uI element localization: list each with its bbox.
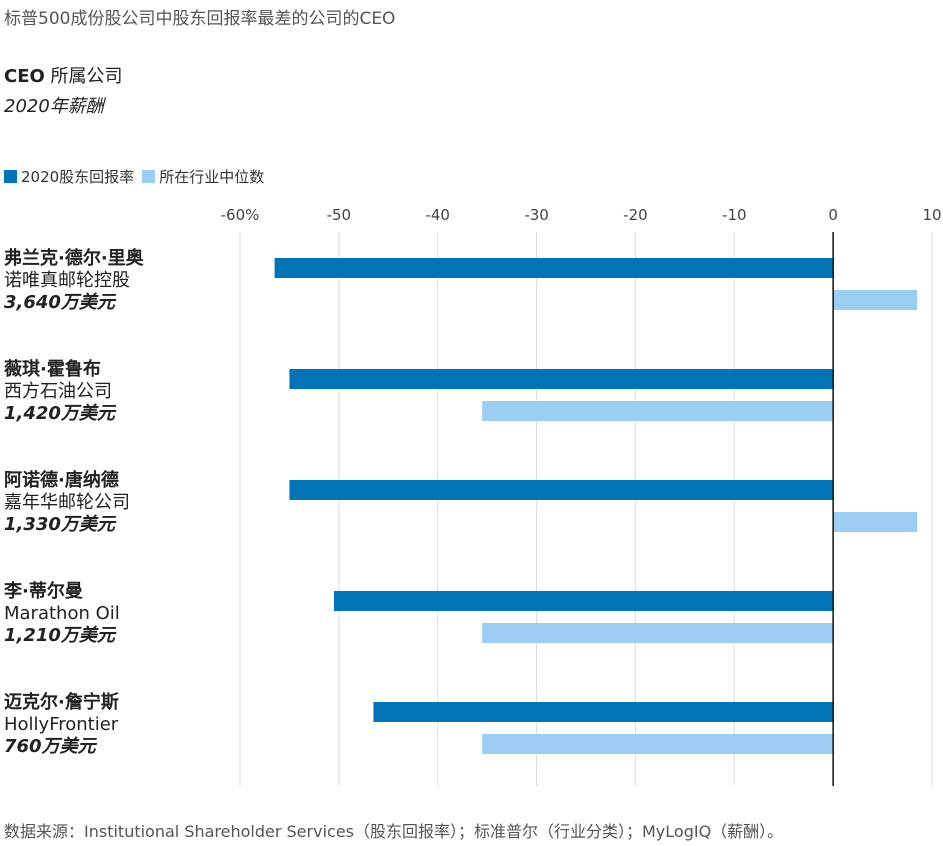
pay-amount: 1,420万美元: [4, 403, 115, 424]
bar-industry-median: [833, 290, 918, 310]
company-name: 诺唯真邮轮控股: [4, 270, 130, 291]
bar-return: [274, 258, 834, 278]
company-name: HollyFrontier: [4, 714, 119, 735]
ceo-name: 弗兰克·德尔·里奥: [4, 248, 144, 269]
bar-industry-median: [482, 734, 834, 754]
x-tick-label: -20: [623, 206, 648, 224]
company-name: 嘉年华邮轮公司: [4, 492, 130, 513]
bar-industry-median: [482, 401, 834, 421]
legend: 2020股东回报率 所在行业中位数: [4, 166, 272, 187]
legend-label-return: 2020股东回报率: [21, 168, 135, 186]
row-label: 薇琪·霍鲁布 西方石油公司 1,420万美元: [4, 359, 115, 425]
ceo-name: 迈克尔·詹宁斯: [4, 692, 119, 713]
subtitle-pay: 2020年薪酬: [4, 96, 104, 117]
legend-swatch-median: [142, 170, 156, 183]
company-name: 西方石油公司: [4, 381, 112, 402]
row-label: 阿诺德·唐纳德 嘉年华邮轮公司 1,330万美元: [4, 470, 130, 536]
row-label: 迈克尔·詹宁斯 HollyFrontier 760万美元: [4, 692, 119, 758]
x-tick-label: -10: [722, 206, 747, 224]
x-tick-label: -50: [327, 206, 352, 224]
subtitle-ceo: CEO: [4, 66, 45, 87]
subtitle-ceo-company: CEO 所属公司: [4, 62, 123, 88]
x-tick-label: -60%: [221, 206, 260, 224]
bar-return: [373, 702, 834, 722]
page-title: 标普500成份股公司中股东回报率最差的公司的CEO: [4, 9, 396, 29]
pay-amount: 1,210万美元: [4, 625, 115, 646]
company-name: Marathon Oil: [4, 603, 120, 624]
source-note: 数据来源：Institutional Shareholder Services（…: [4, 822, 784, 841]
pay-amount: 760万美元: [4, 736, 96, 757]
bar-return: [289, 480, 834, 500]
pay-amount: 1,330万美元: [4, 514, 115, 535]
pay-amount: 3,640万美元: [4, 292, 115, 313]
x-tick-label: 0: [828, 206, 838, 224]
bar-industry-median: [482, 623, 834, 643]
ceo-name: 阿诺德·唐纳德: [4, 470, 119, 491]
ceo-name: 薇琪·霍鲁布: [4, 359, 101, 380]
legend-swatch-return: [4, 170, 17, 183]
bar-return: [289, 369, 834, 389]
row-label: 弗兰克·德尔·里奥 诺唯真邮轮控股 3,640万美元: [4, 248, 144, 314]
subtitle-company: 所属公司: [44, 66, 123, 87]
bar-chart: -60% -50 -40 -30 -20 -10 0 10: [221, 206, 942, 786]
x-tick-label: -40: [425, 206, 450, 224]
x-tick-label: -30: [524, 206, 549, 224]
legend-item-return: 2020股东回报率: [4, 166, 134, 187]
ceo-name: 李·蒂尔曼: [4, 581, 83, 602]
legend-label-median: 所在行业中位数: [159, 168, 265, 186]
row-label: 李·蒂尔曼 Marathon Oil 1,210万美元: [4, 581, 120, 647]
bar-return: [333, 591, 834, 611]
bar-industry-median: [833, 512, 918, 532]
x-tick-label: 10: [922, 206, 941, 224]
legend-item-median: 所在行业中位数: [142, 166, 264, 187]
